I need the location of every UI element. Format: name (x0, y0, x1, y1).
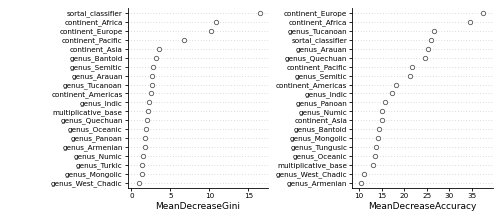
Point (378, 118, 386, 122)
Point (212, 20, 220, 24)
Point (374, 136, 382, 140)
Point (139, 154, 147, 158)
X-axis label: MeanDecreaseAccuracy: MeanDecreaseAccuracy (368, 202, 476, 211)
Point (152, 56, 160, 59)
Point (144, 110, 152, 113)
Point (392, 83, 400, 86)
Point (135, 181, 143, 185)
Point (378, 110, 386, 113)
Point (408, 65, 416, 68)
Point (480, 11, 488, 15)
Point (424, 47, 432, 51)
Point (147, 92, 155, 95)
Point (420, 56, 428, 59)
Point (360, 172, 368, 176)
Point (370, 163, 378, 167)
Point (143, 118, 151, 122)
Point (144, 101, 152, 104)
Point (207, 29, 215, 33)
Point (142, 127, 150, 131)
Point (148, 74, 156, 77)
Point (140, 145, 148, 149)
Point (381, 101, 389, 104)
Point (371, 154, 379, 158)
Point (138, 172, 145, 176)
Point (256, 11, 264, 15)
Point (154, 47, 162, 51)
Point (357, 181, 365, 185)
Point (148, 83, 156, 86)
Point (430, 29, 438, 33)
Point (376, 127, 384, 131)
Point (428, 38, 436, 42)
Point (372, 145, 380, 149)
Point (466, 20, 474, 24)
Point (406, 74, 413, 77)
Point (138, 163, 146, 167)
Point (180, 38, 188, 42)
Point (388, 92, 396, 95)
Point (142, 136, 150, 140)
Point (149, 65, 157, 68)
X-axis label: MeanDecreaseGini: MeanDecreaseGini (155, 202, 240, 211)
